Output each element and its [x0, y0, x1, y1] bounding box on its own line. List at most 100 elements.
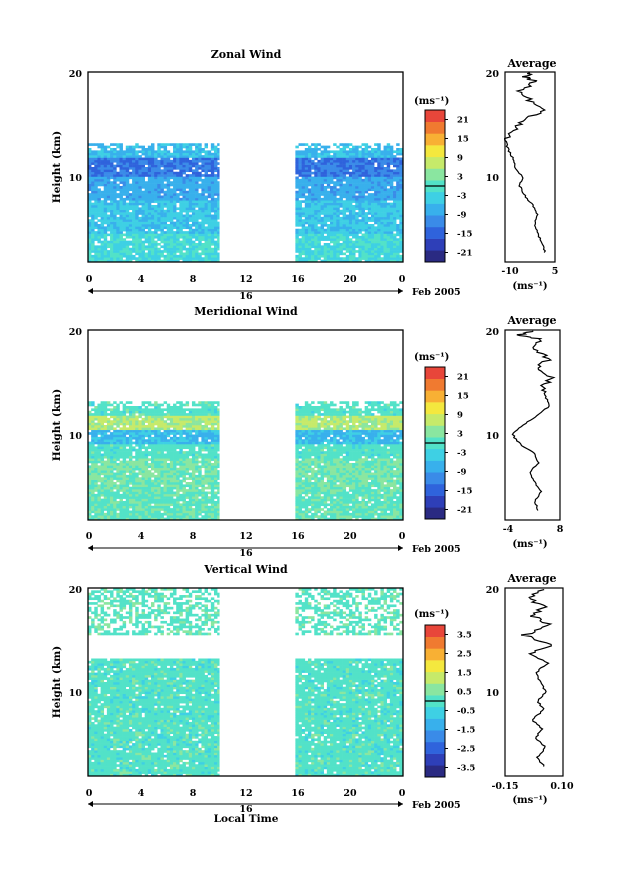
heatmap-cell — [307, 164, 312, 168]
heatmap-cell — [389, 243, 394, 246]
heatmap-cell — [333, 214, 337, 218]
heatmap-cell — [317, 226, 321, 230]
heatmap-cell — [169, 164, 174, 168]
heatmap-cell — [94, 254, 98, 258]
heatmap-cell — [345, 188, 350, 192]
heatmap-cell — [154, 427, 158, 431]
heatmap-cell — [94, 183, 98, 187]
heatmap-cell — [364, 143, 369, 146]
heatmap-cell — [374, 183, 378, 187]
heatmap-cell — [173, 408, 177, 412]
heatmap-cell — [210, 174, 215, 177]
heatmap-cell — [128, 489, 133, 492]
heatmap-cell — [119, 176, 123, 180]
heatmap-cell — [201, 226, 205, 230]
heatmap-cell — [317, 205, 321, 208]
heatmap-cell — [207, 183, 212, 187]
heatmap-cell — [154, 224, 158, 227]
heatmap-cell — [386, 145, 391, 149]
heatmap-cell — [135, 143, 139, 146]
heatmap-cell — [311, 224, 315, 227]
heatmap-cell — [361, 188, 365, 192]
heatmap-cell — [141, 401, 145, 404]
heatmap-cell — [323, 190, 328, 194]
heatmap-cell — [166, 143, 171, 146]
heatmap-cell — [116, 444, 120, 447]
heatmap-cell — [204, 202, 208, 206]
heatmap-cell — [345, 186, 350, 189]
heatmap-cell — [116, 503, 120, 507]
heatmap-cell — [88, 221, 92, 225]
heatmap-cell — [113, 209, 117, 213]
heatmap-cell — [157, 250, 161, 253]
heatmap-cell — [210, 188, 215, 192]
heatmap-cell — [135, 425, 139, 428]
heatmap-cell — [383, 176, 388, 180]
heatmap-cell — [91, 195, 95, 199]
heatmap-cell — [320, 178, 325, 182]
heatmap-cell — [151, 505, 155, 509]
heatmap-cell — [88, 427, 92, 431]
heatmap-cell — [163, 415, 168, 419]
heatmap-cell — [393, 224, 397, 227]
heatmap-cell — [132, 152, 136, 156]
heatmap-cell — [163, 432, 168, 435]
heatmap-cell — [399, 174, 403, 177]
heatmap-cell — [88, 432, 92, 435]
heatmap-cell — [345, 157, 350, 161]
heatmap-cell — [151, 219, 155, 222]
heatmap-cell — [132, 410, 136, 414]
heatmap-cell — [377, 174, 381, 177]
heatmap-cell — [116, 174, 120, 177]
heatmap-cell — [361, 171, 365, 175]
heatmap-cell — [386, 205, 391, 208]
heatmap-cell — [377, 197, 381, 201]
heatmap-cell — [399, 178, 403, 182]
heatmap-cell — [97, 406, 101, 409]
heatmap-cell — [166, 171, 171, 175]
heatmap-cell — [113, 216, 117, 220]
heatmap-cell — [370, 169, 375, 173]
heatmap-cell — [163, 152, 168, 156]
heatmap-cell — [314, 181, 318, 184]
heatmap-cell — [396, 245, 400, 249]
heatmap-cell — [132, 512, 136, 516]
heatmap-cell — [339, 169, 343, 173]
heatmap-cell — [132, 496, 136, 499]
heatmap-cell — [176, 181, 180, 184]
heatmap-cell — [348, 155, 353, 158]
heatmap-cell — [364, 240, 369, 244]
heatmap-cell — [345, 152, 350, 156]
heatmap-cell — [336, 197, 340, 201]
heatmap-cell — [176, 193, 180, 196]
heatmap-cell — [204, 207, 208, 211]
heatmap-cell — [132, 190, 136, 194]
heatmap-cell — [301, 219, 306, 222]
heatmap-cell — [97, 195, 101, 199]
heatmap-cell — [314, 235, 318, 239]
heatmap-cell — [396, 190, 400, 194]
heatmap-cell — [103, 439, 108, 442]
heatmap-cell — [103, 193, 108, 196]
heatmap-cell — [113, 155, 117, 158]
heatmap-cell — [317, 254, 321, 258]
heatmap-cell — [374, 207, 378, 211]
heatmap-cell — [333, 219, 337, 222]
heatmap-cell — [364, 176, 369, 180]
heatmap-cell — [214, 257, 218, 260]
heatmap-cell — [125, 178, 130, 182]
heatmap-cell — [91, 150, 95, 154]
heatmap-cell — [204, 143, 208, 146]
heatmap-cell — [311, 240, 315, 244]
heatmap-cell — [113, 150, 117, 154]
heatmap-cell — [100, 257, 105, 260]
heatmap-cell — [113, 460, 117, 464]
heatmap-cell — [370, 205, 375, 208]
heatmap-cell — [151, 157, 155, 161]
heatmap-cell — [135, 441, 139, 445]
heatmap-cell — [214, 216, 218, 220]
heatmap-cell — [154, 451, 158, 454]
heatmap-cell — [103, 169, 108, 173]
heatmap-cell — [141, 470, 145, 473]
heatmap-cell — [169, 417, 174, 421]
